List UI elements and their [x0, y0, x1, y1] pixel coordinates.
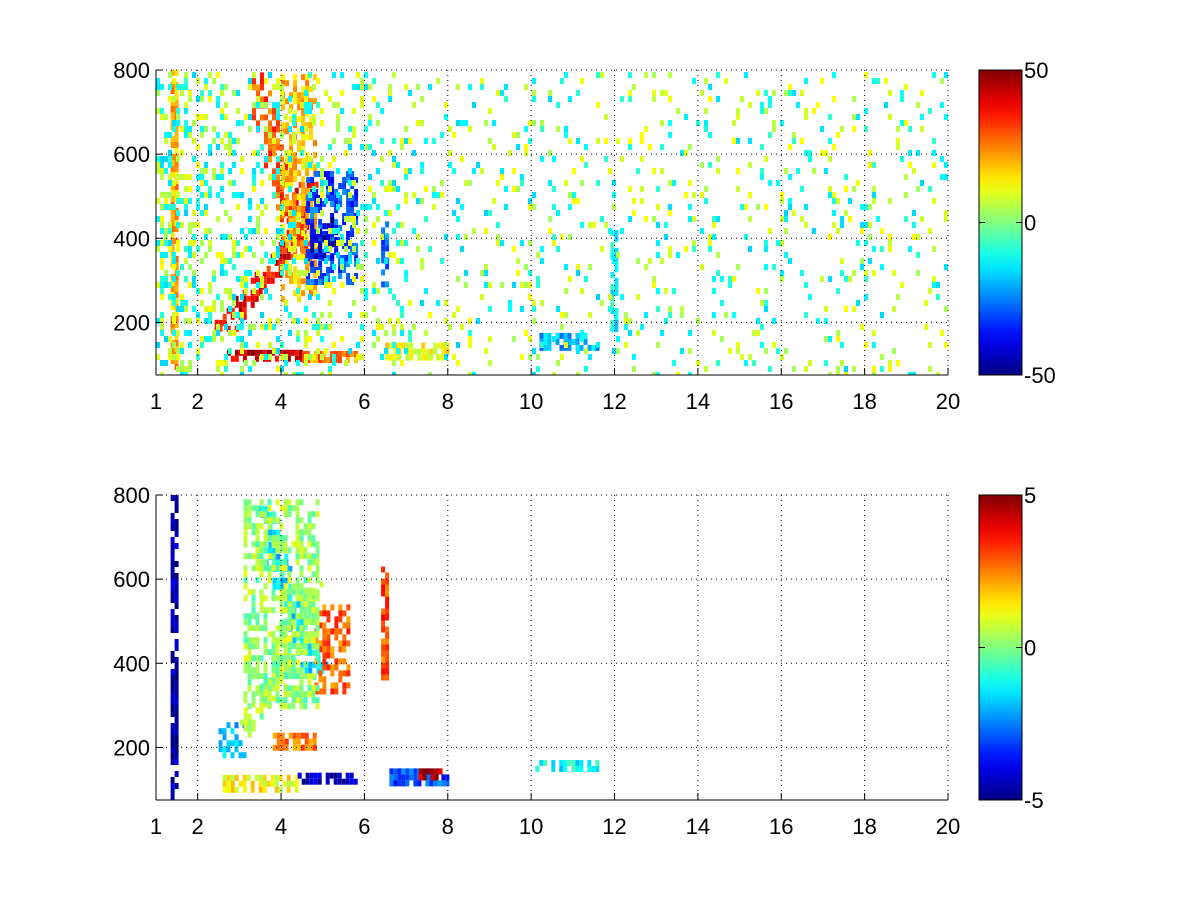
colorbar-gradient	[978, 69, 1023, 376]
x-tick-label: 14	[686, 389, 710, 414]
x-tick-label: 6	[358, 814, 370, 839]
colorbar: 50 0 -50	[978, 58, 1056, 388]
x-tick-label: 8	[442, 814, 454, 839]
colorbar-tick-label: 0	[1024, 211, 1036, 236]
colorbar-tick-label: 50	[1024, 58, 1048, 83]
heatmap-feature-2	[272, 732, 317, 751]
x-tick-label: 20	[936, 814, 960, 839]
colorbar-tick-label: 5	[1024, 483, 1036, 508]
colorbar-gradient	[978, 494, 1023, 801]
heatmap-feature-1	[297, 772, 358, 785]
grid-lines	[156, 494, 949, 800]
heatmap-feature-11	[381, 221, 390, 288]
x-tick-label: 16	[769, 814, 793, 839]
x-tick-label: 8	[442, 389, 454, 414]
heatmap-cells	[170, 495, 600, 800]
x-tick-label: 1	[150, 389, 162, 414]
heatmap-feature-12	[535, 760, 600, 772]
heatmap-feature-8	[170, 495, 179, 800]
x-tick-label: 14	[686, 814, 710, 839]
y-tick-label: 400	[113, 226, 150, 251]
y-tick-label: 200	[113, 310, 150, 335]
heatmap-cells	[156, 70, 948, 375]
y-tick-label: 400	[113, 651, 150, 676]
x-tick-label: 10	[519, 389, 543, 414]
heatmap-feature-3	[218, 722, 247, 759]
colorbar: 5 0 -5	[978, 483, 1044, 813]
x-tick-label: 16	[769, 389, 793, 414]
x-tick-label: 1	[150, 814, 162, 839]
colorbar-tick-label: 0	[1024, 636, 1036, 661]
colorbar-tick-label: -50	[1024, 363, 1056, 388]
y-tick-label: 800	[113, 58, 150, 83]
x-tick-label: 18	[852, 389, 876, 414]
y-tick-label: 600	[113, 567, 150, 592]
x-tick-label: 18	[852, 814, 876, 839]
heatmap-feature-0	[222, 774, 299, 793]
colorbar-tick-label: -5	[1024, 788, 1044, 813]
grid-lines	[156, 69, 949, 375]
x-tick-label: 2	[192, 814, 204, 839]
x-tick-label: 12	[602, 814, 626, 839]
y-tick-label: 800	[113, 483, 150, 508]
x-tick-label: 2	[192, 389, 204, 414]
heatmap-feature-11	[418, 768, 443, 781]
x-tick-label: 6	[358, 389, 370, 414]
heatmap-feature-9	[381, 566, 390, 681]
y-tick-label: 200	[113, 735, 150, 760]
x-tick-label: 4	[275, 814, 287, 839]
y-tick-label: 600	[113, 142, 150, 167]
heatmap-feature-8	[539, 332, 600, 351]
heatmap-feature-12	[156, 72, 948, 375]
x-tick-label: 12	[602, 389, 626, 414]
x-tick-label: 4	[275, 389, 287, 414]
x-tick-label: 20	[936, 389, 960, 414]
heatmap-feature-10	[610, 229, 619, 332]
heatmap-feature-6	[314, 604, 351, 695]
x-tick-label: 10	[519, 814, 543, 839]
